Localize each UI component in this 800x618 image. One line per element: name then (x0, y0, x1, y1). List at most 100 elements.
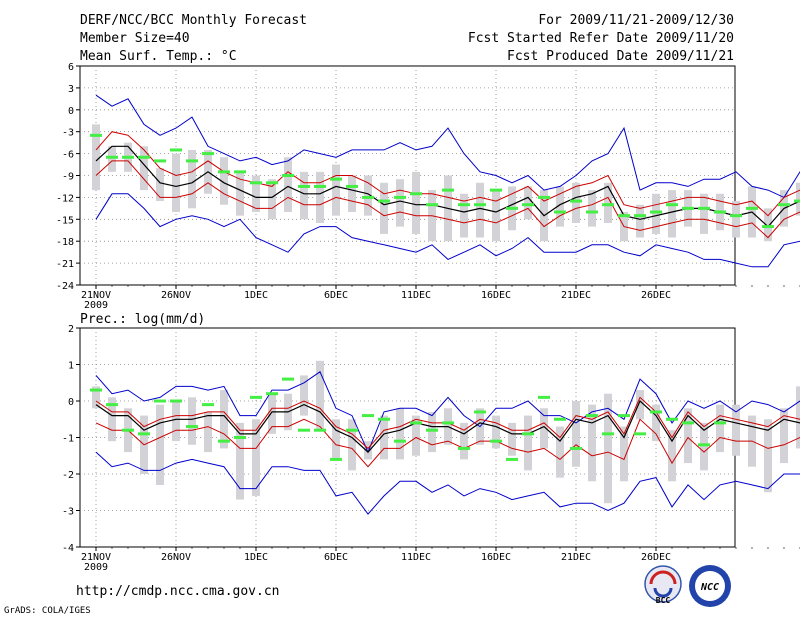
forecast-marker (378, 199, 390, 203)
spread-box (732, 201, 740, 238)
forecast-marker (426, 428, 438, 432)
forecast-marker (138, 432, 150, 436)
spread-box (412, 415, 420, 456)
forecast-marker (714, 421, 726, 425)
spread-box (556, 186, 564, 227)
forecast-marker (346, 428, 358, 432)
spread-box (460, 422, 468, 460)
spread-box (172, 153, 180, 212)
series-line-mean-plus-sd (95, 396, 800, 450)
source-url[interactable]: http://cmdp.ncc.cma.gov.cn (76, 584, 280, 599)
x-tick-label: 26NOV (161, 552, 191, 563)
forecast-marker (362, 414, 374, 418)
forecast-marker (698, 443, 710, 447)
spread-box (92, 124, 100, 191)
x-tick-label: 11DEC (401, 290, 431, 301)
forecast-marker (650, 410, 662, 414)
spread-box (332, 164, 340, 216)
spread-box (188, 397, 196, 445)
y-tick-label: -15 (56, 215, 74, 226)
forecast-marker (538, 395, 550, 399)
x-year-label: 2009 (84, 562, 108, 573)
forecast-marker (538, 195, 550, 199)
spread-box (492, 415, 500, 449)
spread-box (284, 157, 292, 212)
forecast-marker (458, 446, 470, 450)
x-tick-label: 6DEC (324, 552, 348, 563)
x-tick-label: 1DEC (244, 552, 268, 563)
spread-box (588, 190, 596, 227)
forecast-marker (250, 395, 262, 399)
bcc-logo: BCC (644, 565, 682, 605)
forecast-marker (170, 399, 182, 403)
x-tick-label: 21NOV (81, 290, 111, 301)
y-tick-label: -3 (62, 507, 74, 518)
grads-credit: GrADS: COLA/IGES (4, 606, 91, 616)
forecast-marker (634, 432, 646, 436)
spread-box (316, 171, 324, 223)
forecast-marker (474, 203, 486, 207)
spread-box (332, 419, 340, 460)
spread-box (156, 168, 164, 202)
forecast-marker (202, 403, 214, 407)
forecast-marker (778, 203, 790, 207)
spread-box (668, 430, 676, 482)
forecast-marker (602, 203, 614, 207)
forecast-marker (474, 410, 486, 414)
forecast-marker (154, 159, 166, 163)
produced-date: Fcst Produced Date 2009/11/21 (507, 49, 734, 64)
spread-box (140, 146, 148, 191)
spread-box (668, 190, 676, 238)
spread-box (348, 419, 356, 471)
forecast-marker (346, 184, 358, 188)
spread-box (236, 171, 244, 216)
spread-box (780, 408, 788, 464)
forecast-marker (618, 214, 630, 218)
bcc-logo-arc (649, 570, 677, 585)
forecast-marker (442, 421, 454, 425)
y-tick-label: 2 (68, 324, 74, 335)
spread-box (604, 182, 612, 223)
x-tick-label: 1DEC (244, 290, 268, 301)
spread-box (188, 149, 196, 209)
forecast-marker (234, 436, 246, 439)
spread-box (700, 193, 708, 234)
forecast-marker (122, 428, 134, 432)
forecast-marker (522, 203, 534, 207)
forecast-marker (570, 199, 582, 203)
y-tick-label: 3 (68, 84, 74, 95)
forecast-marker (458, 203, 470, 207)
forecast-marker (794, 199, 800, 203)
spread-box (412, 171, 420, 234)
forecast-marker (394, 439, 406, 443)
forecast-marker (682, 206, 694, 210)
spread-box (636, 390, 644, 420)
spread-box (172, 401, 180, 442)
spread-box (364, 441, 372, 460)
forecast-marker (90, 133, 102, 137)
y-tick-label: -24 (56, 281, 74, 292)
spread-box (556, 426, 564, 478)
bcc-logo-text: BCC (656, 596, 671, 605)
spread-box (380, 182, 388, 234)
forecast-marker (186, 159, 198, 163)
spread-box (716, 404, 724, 453)
spread-box (620, 426, 628, 482)
forecast-marker (282, 377, 294, 381)
precipitation-panel: 2 1 0 -1 -2 -3 -4 21NOV 26NOV 1DEC 6DEC 11DEC 16DEC 2… (62, 324, 800, 573)
spread-box (476, 182, 484, 238)
x-tick-label: 16DEC (481, 290, 511, 301)
forecast-marker (618, 414, 630, 418)
forecast-marker (522, 432, 534, 436)
forecast-marker (666, 203, 678, 207)
spread-box (652, 193, 660, 234)
spread-box (492, 190, 500, 242)
spread-box (380, 415, 388, 460)
forecast-marker (634, 214, 646, 218)
forecast-marker (186, 425, 198, 429)
forecast-marker (554, 210, 566, 214)
started-date: Fcst Started Refer Date 2009/11/20 (468, 31, 734, 46)
y-tick-label: -4 (62, 543, 74, 554)
forecast-marker (506, 206, 518, 210)
